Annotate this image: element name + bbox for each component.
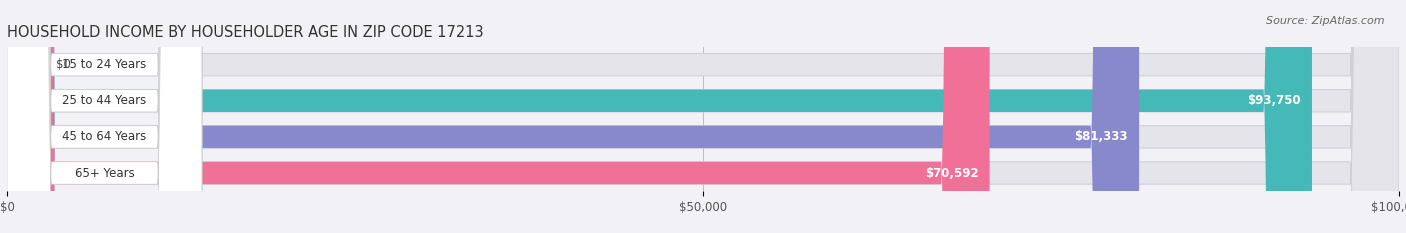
Text: 45 to 64 Years: 45 to 64 Years [62,130,146,143]
FancyBboxPatch shape [7,0,1312,233]
FancyBboxPatch shape [7,0,202,233]
FancyBboxPatch shape [7,0,42,233]
FancyBboxPatch shape [7,0,1399,233]
Text: HOUSEHOLD INCOME BY HOUSEHOLDER AGE IN ZIP CODE 17213: HOUSEHOLD INCOME BY HOUSEHOLDER AGE IN Z… [7,25,484,40]
FancyBboxPatch shape [7,0,202,233]
FancyBboxPatch shape [7,0,1399,233]
FancyBboxPatch shape [7,0,1399,233]
FancyBboxPatch shape [7,0,1139,233]
FancyBboxPatch shape [7,0,202,233]
Text: $93,750: $93,750 [1247,94,1301,107]
Text: 15 to 24 Years: 15 to 24 Years [62,58,146,71]
FancyBboxPatch shape [7,0,202,233]
Text: $81,333: $81,333 [1074,130,1128,143]
Text: $70,592: $70,592 [925,167,979,179]
FancyBboxPatch shape [7,0,1399,233]
Text: 25 to 44 Years: 25 to 44 Years [62,94,146,107]
Text: 65+ Years: 65+ Years [75,167,135,179]
FancyBboxPatch shape [7,0,990,233]
Text: Source: ZipAtlas.com: Source: ZipAtlas.com [1267,16,1385,26]
Text: $0: $0 [56,58,70,71]
